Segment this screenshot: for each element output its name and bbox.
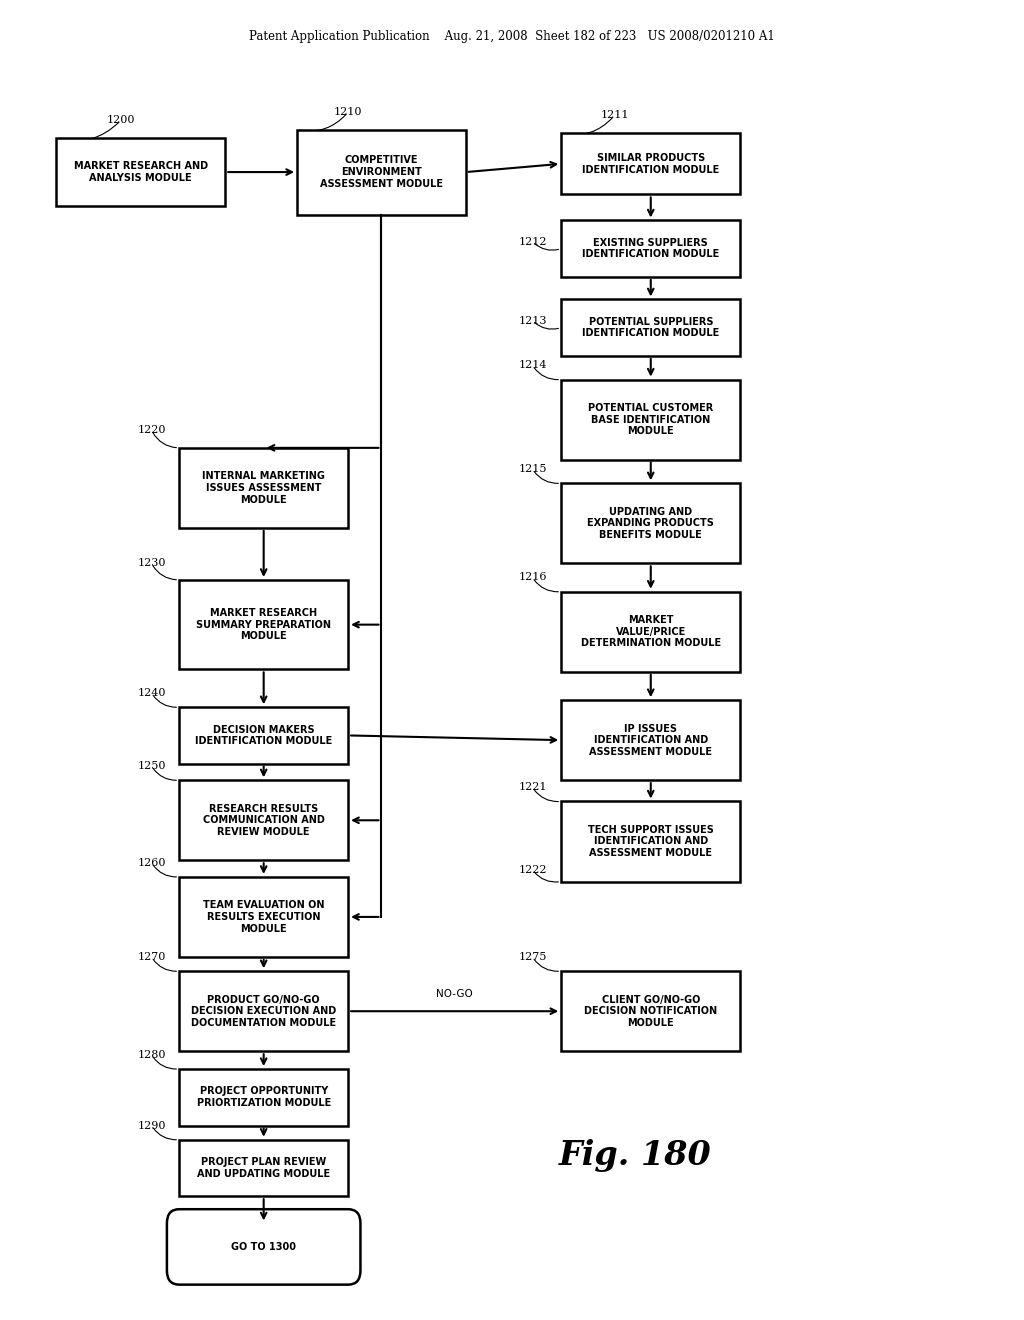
- Bar: [179, 579, 348, 669]
- Text: MARKET
VALUE/PRICE
DETERMINATION MODULE: MARKET VALUE/PRICE DETERMINATION MODULE: [581, 615, 721, 648]
- Text: PRODUCT GO/NO-GO
DECISION EXECUTION AND
DOCUMENTATION MODULE: PRODUCT GO/NO-GO DECISION EXECUTION AND …: [191, 994, 336, 1028]
- FancyBboxPatch shape: [167, 1209, 360, 1284]
- Text: EXISTING SUPPLIERS
IDENTIFICATION MODULE: EXISTING SUPPLIERS IDENTIFICATION MODULE: [582, 238, 720, 260]
- Text: 1275: 1275: [518, 952, 547, 962]
- Text: 1214: 1214: [518, 360, 547, 371]
- Text: INTERNAL MARKETING
ISSUES ASSESSMENT
MODULE: INTERNAL MARKETING ISSUES ASSESSMENT MOD…: [203, 471, 325, 504]
- Text: 1230: 1230: [137, 558, 166, 569]
- Bar: [179, 780, 348, 861]
- Text: 1215: 1215: [518, 465, 547, 474]
- Bar: [561, 483, 740, 564]
- Text: Patent Application Publication    Aug. 21, 2008  Sheet 182 of 223   US 2008/0201: Patent Application Publication Aug. 21, …: [249, 30, 775, 44]
- Bar: [179, 708, 348, 764]
- Text: 1250: 1250: [137, 762, 166, 771]
- Text: PROJECT PLAN REVIEW
AND UPDATING MODULE: PROJECT PLAN REVIEW AND UPDATING MODULE: [197, 1158, 331, 1179]
- Text: 1240: 1240: [137, 688, 166, 698]
- Text: MARKET RESEARCH
SUMMARY PREPARATION
MODULE: MARKET RESEARCH SUMMARY PREPARATION MODU…: [197, 609, 331, 642]
- Text: CLIENT GO/NO-GO
DECISION NOTIFICATION
MODULE: CLIENT GO/NO-GO DECISION NOTIFICATION MO…: [584, 994, 718, 1028]
- Bar: [561, 591, 740, 672]
- Text: DECISION MAKERS
IDENTIFICATION MODULE: DECISION MAKERS IDENTIFICATION MODULE: [195, 725, 333, 746]
- Text: 1290: 1290: [137, 1121, 166, 1130]
- Text: 1213: 1213: [518, 315, 547, 326]
- Bar: [561, 700, 740, 780]
- Bar: [561, 133, 740, 194]
- Bar: [179, 972, 348, 1051]
- Text: COMPETITIVE
ENVIRONMENT
ASSESSMENT MODULE: COMPETITIVE ENVIRONMENT ASSESSMENT MODUL…: [319, 156, 443, 189]
- Text: TECH SUPPORT ISSUES
IDENTIFICATION AND
ASSESSMENT MODULE: TECH SUPPORT ISSUES IDENTIFICATION AND A…: [588, 825, 714, 858]
- Text: 1220: 1220: [137, 425, 166, 436]
- Bar: [561, 972, 740, 1051]
- Bar: [561, 380, 740, 459]
- Text: PROJECT OPPORTUNITY
PRIORTIZATION MODULE: PROJECT OPPORTUNITY PRIORTIZATION MODULE: [197, 1086, 331, 1107]
- Text: 1211: 1211: [600, 111, 629, 120]
- Text: IP ISSUES
IDENTIFICATION AND
ASSESSMENT MODULE: IP ISSUES IDENTIFICATION AND ASSESSMENT …: [589, 723, 713, 756]
- Text: POTENTIAL SUPPLIERS
IDENTIFICATION MODULE: POTENTIAL SUPPLIERS IDENTIFICATION MODUL…: [582, 317, 720, 338]
- Bar: [179, 1139, 348, 1196]
- Bar: [561, 300, 740, 356]
- Bar: [561, 220, 740, 277]
- Text: GO TO 1300: GO TO 1300: [231, 1242, 296, 1251]
- Text: 1222: 1222: [518, 865, 547, 875]
- Text: 1210: 1210: [334, 107, 362, 117]
- Bar: [56, 137, 225, 206]
- Text: MARKET RESEARCH AND
ANALYSIS MODULE: MARKET RESEARCH AND ANALYSIS MODULE: [74, 161, 208, 183]
- Text: RESEARCH RESULTS
COMMUNICATION AND
REVIEW MODULE: RESEARCH RESULTS COMMUNICATION AND REVIE…: [203, 804, 325, 837]
- Bar: [179, 447, 348, 528]
- Text: POTENTIAL CUSTOMER
BASE IDENTIFICATION
MODULE: POTENTIAL CUSTOMER BASE IDENTIFICATION M…: [588, 403, 714, 436]
- Text: 1212: 1212: [518, 236, 547, 247]
- Text: 1200: 1200: [106, 115, 135, 125]
- Text: Fig. 180: Fig. 180: [558, 1138, 712, 1172]
- Text: 1260: 1260: [137, 858, 166, 867]
- Text: TEAM EVALUATION ON
RESULTS EXECUTION
MODULE: TEAM EVALUATION ON RESULTS EXECUTION MOD…: [203, 900, 325, 933]
- Bar: [179, 876, 348, 957]
- Text: NO-GO: NO-GO: [436, 990, 473, 999]
- Text: 1216: 1216: [518, 573, 547, 582]
- Bar: [179, 1069, 348, 1126]
- Text: 1221: 1221: [518, 783, 547, 792]
- Text: SIMILAR PRODUCTS
IDENTIFICATION MODULE: SIMILAR PRODUCTS IDENTIFICATION MODULE: [582, 153, 720, 174]
- Text: 1280: 1280: [137, 1049, 166, 1060]
- Text: UPDATING AND
EXPANDING PRODUCTS
BENEFITS MODULE: UPDATING AND EXPANDING PRODUCTS BENEFITS…: [588, 507, 714, 540]
- Bar: [297, 129, 466, 215]
- Bar: [561, 801, 740, 882]
- Text: 1270: 1270: [137, 952, 166, 962]
